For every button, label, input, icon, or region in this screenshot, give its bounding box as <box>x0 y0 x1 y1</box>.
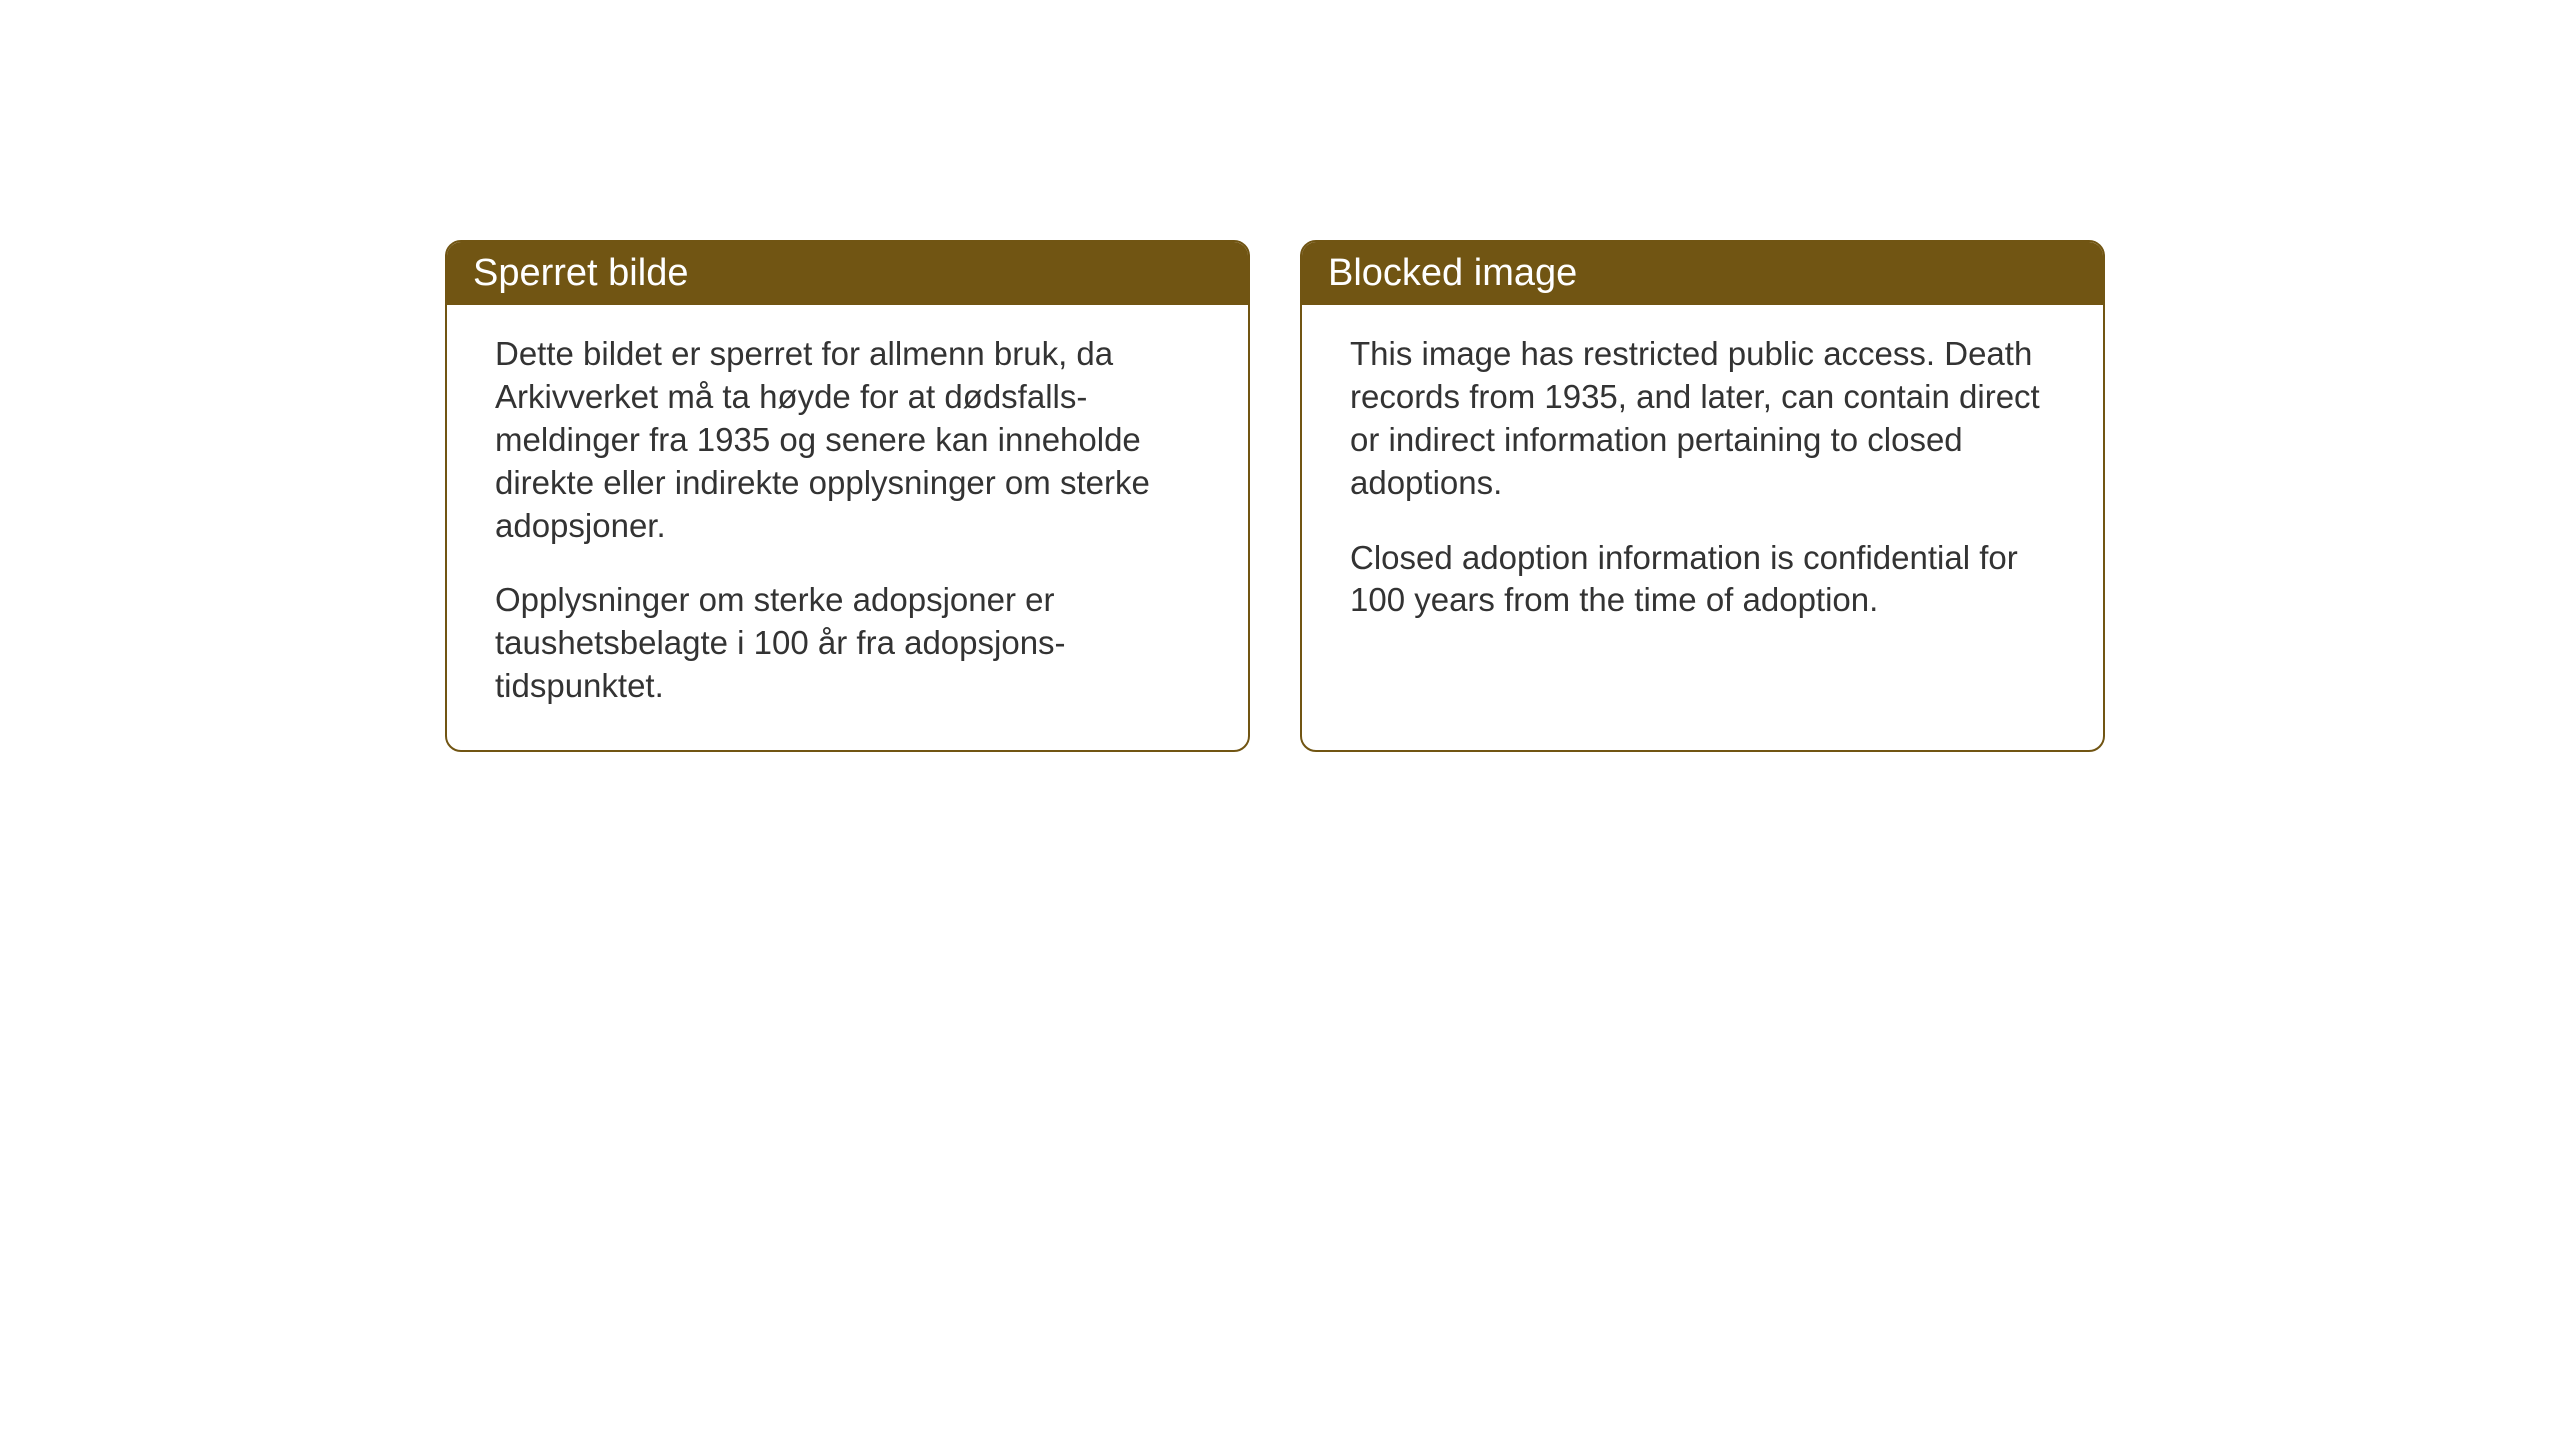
norwegian-notice-card: Sperret bilde Dette bildet er sperret fo… <box>445 240 1250 752</box>
norwegian-card-body: Dette bildet er sperret for allmenn bruk… <box>447 305 1248 750</box>
english-card-title: Blocked image <box>1302 242 2103 305</box>
english-paragraph-1: This image has restricted public access.… <box>1350 333 2055 505</box>
notice-container: Sperret bilde Dette bildet er sperret fo… <box>445 240 2105 752</box>
english-card-body: This image has restricted public access.… <box>1302 305 2103 664</box>
norwegian-paragraph-2: Opplysninger om sterke adopsjoner er tau… <box>495 579 1200 708</box>
english-notice-card: Blocked image This image has restricted … <box>1300 240 2105 752</box>
norwegian-paragraph-1: Dette bildet er sperret for allmenn bruk… <box>495 333 1200 547</box>
norwegian-card-title: Sperret bilde <box>447 242 1248 305</box>
english-paragraph-2: Closed adoption information is confident… <box>1350 537 2055 623</box>
